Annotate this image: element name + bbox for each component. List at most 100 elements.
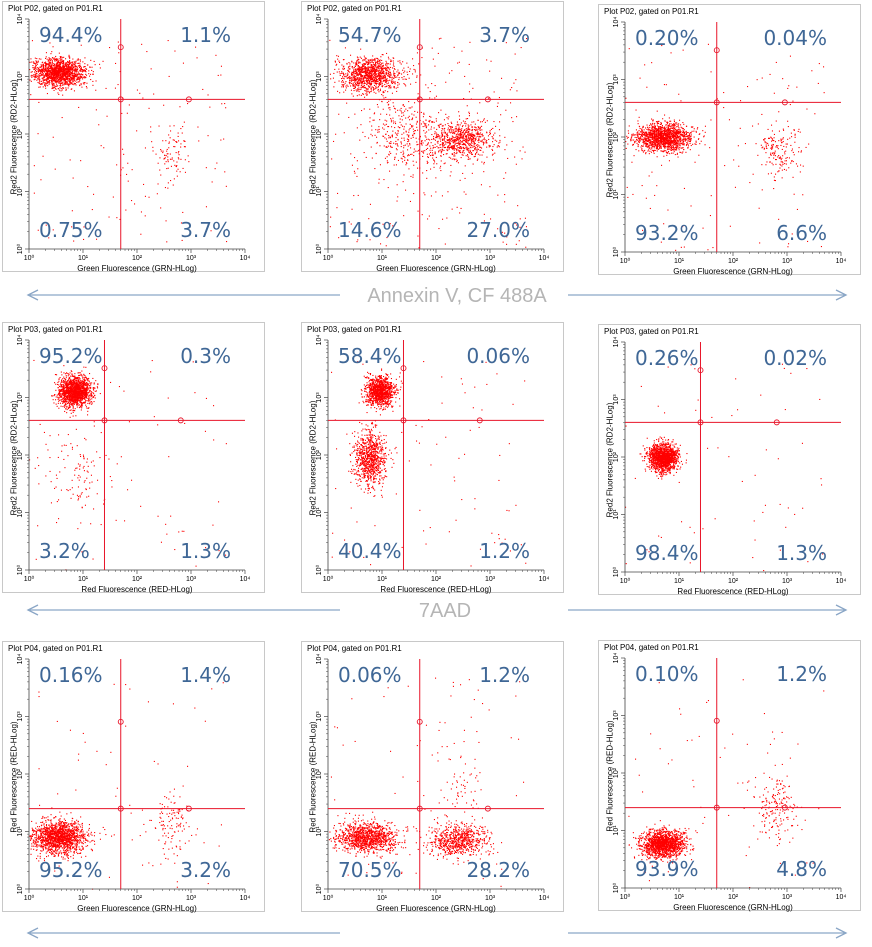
data-point <box>651 138 653 140</box>
data-point <box>371 71 373 73</box>
data-point <box>407 141 409 143</box>
data-point <box>371 61 373 63</box>
data-point <box>458 139 460 141</box>
data-point <box>377 67 379 69</box>
data-point <box>482 135 484 137</box>
data-point <box>39 73 41 75</box>
data-point <box>367 67 369 69</box>
data-point <box>374 58 376 60</box>
data-point <box>372 73 374 75</box>
data-point <box>131 200 133 202</box>
data-point <box>499 139 501 141</box>
data-point <box>379 62 381 64</box>
data-point <box>355 71 357 73</box>
data-point <box>162 140 164 142</box>
data-point <box>63 79 65 81</box>
data-point <box>404 110 406 112</box>
data-point <box>342 81 344 83</box>
data-point <box>435 191 437 193</box>
data-point <box>371 69 373 71</box>
data-point <box>35 74 37 76</box>
data-point <box>68 72 70 74</box>
data-point <box>368 60 370 62</box>
data-point <box>58 61 60 63</box>
data-point <box>405 164 407 166</box>
data-point <box>679 142 681 144</box>
data-point <box>443 119 445 121</box>
data-point <box>446 142 448 144</box>
data-point <box>457 149 459 151</box>
data-point <box>525 226 527 228</box>
data-point <box>55 70 57 72</box>
data-point <box>630 139 632 141</box>
data-point <box>425 84 427 86</box>
data-point <box>49 59 51 61</box>
data-point <box>53 63 55 65</box>
data-point <box>34 67 36 69</box>
data-point <box>341 84 343 86</box>
data-point <box>444 141 446 143</box>
data-point <box>453 152 455 154</box>
data-point <box>57 92 59 94</box>
data-point <box>120 169 122 171</box>
data-point <box>390 60 392 62</box>
data-point <box>374 77 376 79</box>
data-point <box>689 142 691 144</box>
data-point <box>492 141 494 143</box>
data-point <box>51 59 53 61</box>
data-point <box>408 136 410 138</box>
data-point <box>651 125 653 127</box>
data-point <box>680 143 682 145</box>
data-point <box>361 76 363 78</box>
data-point <box>71 67 73 69</box>
data-point <box>60 66 62 68</box>
data-point <box>382 62 384 64</box>
data-point <box>657 125 659 127</box>
data-point <box>47 78 49 80</box>
data-point <box>79 60 81 62</box>
data-point <box>461 138 463 140</box>
data-point <box>53 89 55 91</box>
data-point <box>58 72 60 74</box>
data-point <box>54 75 56 77</box>
data-point <box>61 117 63 119</box>
data-point <box>29 69 31 71</box>
data-point <box>78 76 80 78</box>
data-point <box>666 139 668 141</box>
data-point <box>364 96 366 98</box>
data-point <box>456 136 458 138</box>
data-point <box>69 159 71 161</box>
data-point <box>40 64 42 66</box>
data-point <box>41 74 43 76</box>
data-point <box>447 139 449 141</box>
data-point <box>360 71 362 73</box>
data-point <box>412 128 414 130</box>
data-point <box>74 66 76 68</box>
data-point <box>30 80 32 82</box>
data-point <box>456 139 458 141</box>
data-point <box>408 168 410 170</box>
data-point <box>472 126 474 128</box>
data-point <box>361 81 363 83</box>
data-point <box>79 73 81 75</box>
data-point <box>341 40 343 42</box>
data-point <box>49 72 51 74</box>
data-point <box>466 135 468 137</box>
data-point <box>90 79 92 81</box>
data-point <box>171 157 173 159</box>
data-point <box>501 77 503 79</box>
data-point <box>674 127 676 129</box>
data-point <box>92 80 94 82</box>
data-point <box>61 57 63 59</box>
data-point <box>385 75 387 77</box>
data-point <box>468 128 470 130</box>
data-point <box>61 80 63 82</box>
data-point <box>405 78 407 80</box>
data-point <box>349 68 351 70</box>
data-point <box>378 128 380 130</box>
data-point <box>378 83 380 85</box>
data-point <box>34 68 36 70</box>
data-point <box>438 135 440 137</box>
data-point <box>498 129 500 131</box>
data-point <box>459 118 461 120</box>
